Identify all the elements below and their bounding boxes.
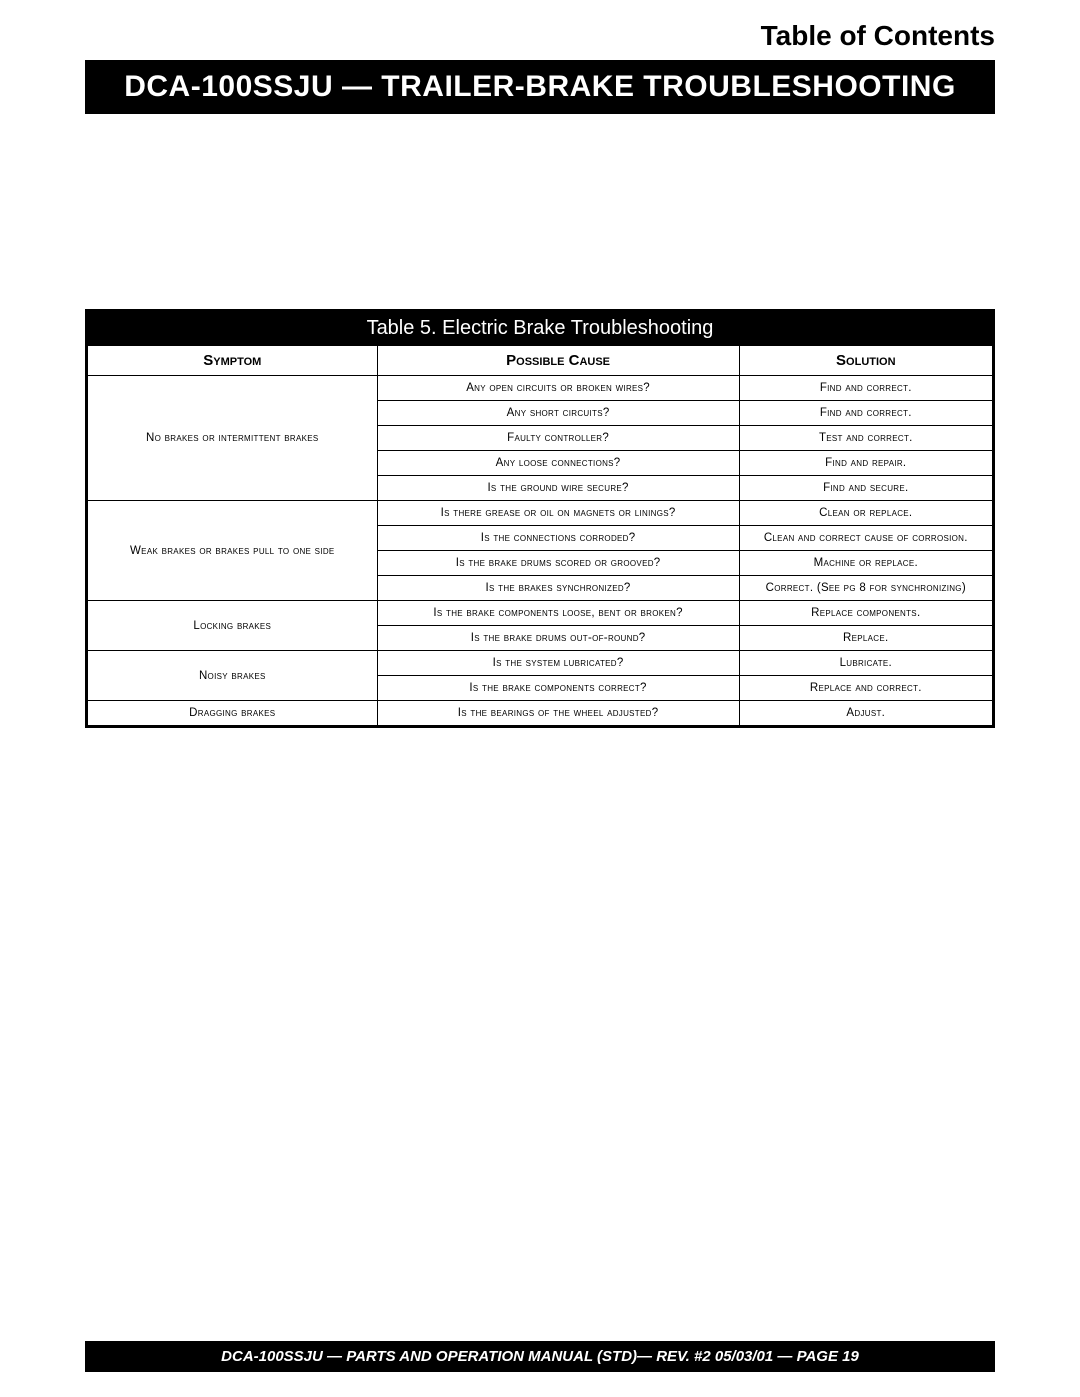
- table-body: No brakes or intermittent brakes Any ope…: [88, 376, 993, 726]
- cell-cause: Is the brake drums scored or grooved?: [377, 551, 739, 576]
- table-row: Noisy brakes Is the system lubricated? L…: [88, 651, 993, 676]
- cell-solution: Lubricate.: [739, 651, 992, 676]
- cell-solution: Test and correct.: [739, 426, 992, 451]
- troubleshooting-table-wrap: Table 5. Electric Brake Troubleshooting …: [85, 309, 995, 728]
- col-header-solution: Solution: [739, 346, 992, 376]
- footer-bar: DCA-100SSJU — PARTS AND OPERATION MANUAL…: [85, 1341, 995, 1372]
- cell-cause: Any loose connections?: [377, 451, 739, 476]
- col-header-symptom: Symptom: [88, 346, 378, 376]
- table-row: No brakes or intermittent brakes Any ope…: [88, 376, 993, 401]
- cell-solution: Replace.: [739, 626, 992, 651]
- cell-cause: Is the system lubricated?: [377, 651, 739, 676]
- cell-cause: Any open circuits or broken wires?: [377, 376, 739, 401]
- cell-solution: Adjust.: [739, 701, 992, 726]
- cell-solution: Find and secure.: [739, 476, 992, 501]
- cell-cause: Is the brakes synchronized?: [377, 576, 739, 601]
- spacer: [85, 114, 995, 309]
- cell-solution: Clean or replace.: [739, 501, 992, 526]
- table-row: Weak brakes or brakes pull to one side I…: [88, 501, 993, 526]
- table-caption: Table 5. Electric Brake Troubleshooting: [87, 311, 993, 346]
- cell-cause: Faulty controller?: [377, 426, 739, 451]
- cell-solution: Replace and correct.: [739, 676, 992, 701]
- cell-cause: Any short circuits?: [377, 401, 739, 426]
- cell-solution: Machine or replace.: [739, 551, 992, 576]
- cell-cause: Is the connections corroded?: [377, 526, 739, 551]
- cell-cause: Is the ground wire secure?: [377, 476, 739, 501]
- footer-text: DCA-100SSJU — PARTS AND OPERATION MANUAL…: [221, 1348, 859, 1365]
- table-row: Dragging brakes Is the bearings of the w…: [88, 701, 993, 726]
- cell-symptom: Noisy brakes: [88, 651, 378, 701]
- table-row: Locking brakes Is the brake components l…: [88, 601, 993, 626]
- page-title-bar: DCA-100SSJU — TRAILER-BRAKE TROUBLESHOOT…: [85, 60, 995, 114]
- cell-cause: Is the brake components correct?: [377, 676, 739, 701]
- cell-solution: Clean and correct cause of corrosion.: [739, 526, 992, 551]
- cell-solution: Find and repair.: [739, 451, 992, 476]
- troubleshooting-table: Symptom Possible Cause Solution No brake…: [87, 346, 993, 726]
- cell-cause: Is the brake components loose, bent or b…: [377, 601, 739, 626]
- cell-symptom: Weak brakes or brakes pull to one side: [88, 501, 378, 601]
- cell-solution: Find and correct.: [739, 376, 992, 401]
- cell-cause: Is the bearings of the wheel adjusted?: [377, 701, 739, 726]
- cell-solution: Correct. (See pg 8 for synchronizing): [739, 576, 992, 601]
- cell-symptom: Dragging brakes: [88, 701, 378, 726]
- cell-solution: Find and correct.: [739, 401, 992, 426]
- cell-symptom: Locking brakes: [88, 601, 378, 651]
- cell-cause: Is there grease or oil on magnets or lin…: [377, 501, 739, 526]
- cell-solution: Replace components.: [739, 601, 992, 626]
- toc-link[interactable]: Table of Contents: [85, 20, 995, 52]
- cell-cause: Is the brake drums out-of-round?: [377, 626, 739, 651]
- col-header-cause: Possible Cause: [377, 346, 739, 376]
- cell-symptom: No brakes or intermittent brakes: [88, 376, 378, 501]
